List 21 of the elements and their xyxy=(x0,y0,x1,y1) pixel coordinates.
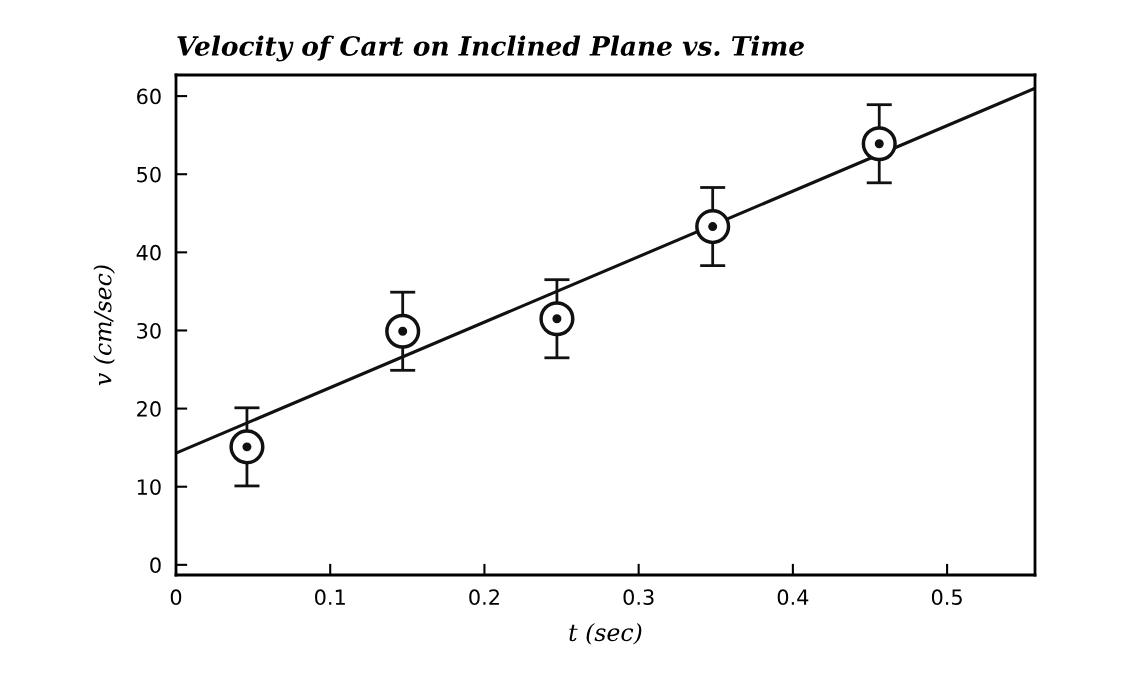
x-tick-label: 0.4 xyxy=(777,589,809,606)
point xyxy=(385,313,421,349)
y-tick-label: 60 xyxy=(137,88,161,105)
chart-title: Velocity of Cart on Inclined Plane vs. Time xyxy=(177,35,804,62)
x-tick-label: 0.3 xyxy=(623,589,654,606)
point xyxy=(229,429,265,465)
point xyxy=(695,208,731,245)
y-tick-label: 30 xyxy=(137,322,161,339)
point xyxy=(539,301,575,337)
x-tick-label: 0.2 xyxy=(469,589,499,606)
y-tick-label: 40 xyxy=(136,244,161,261)
x-tick-label: 0 xyxy=(170,589,182,606)
x-tick-label: 0.1 xyxy=(315,589,345,606)
y-tick-label: 50 xyxy=(137,166,161,183)
y-tick-label: 10 xyxy=(137,479,161,495)
point xyxy=(861,126,897,162)
y-tick-label: 20 xyxy=(137,401,161,417)
y-tick-label: 0 xyxy=(150,557,161,574)
x-axis-title: t (sec) xyxy=(569,622,642,645)
x-tick-label: 0.5 xyxy=(931,589,962,606)
y-axis-title: v (cm/sec) xyxy=(93,265,115,386)
